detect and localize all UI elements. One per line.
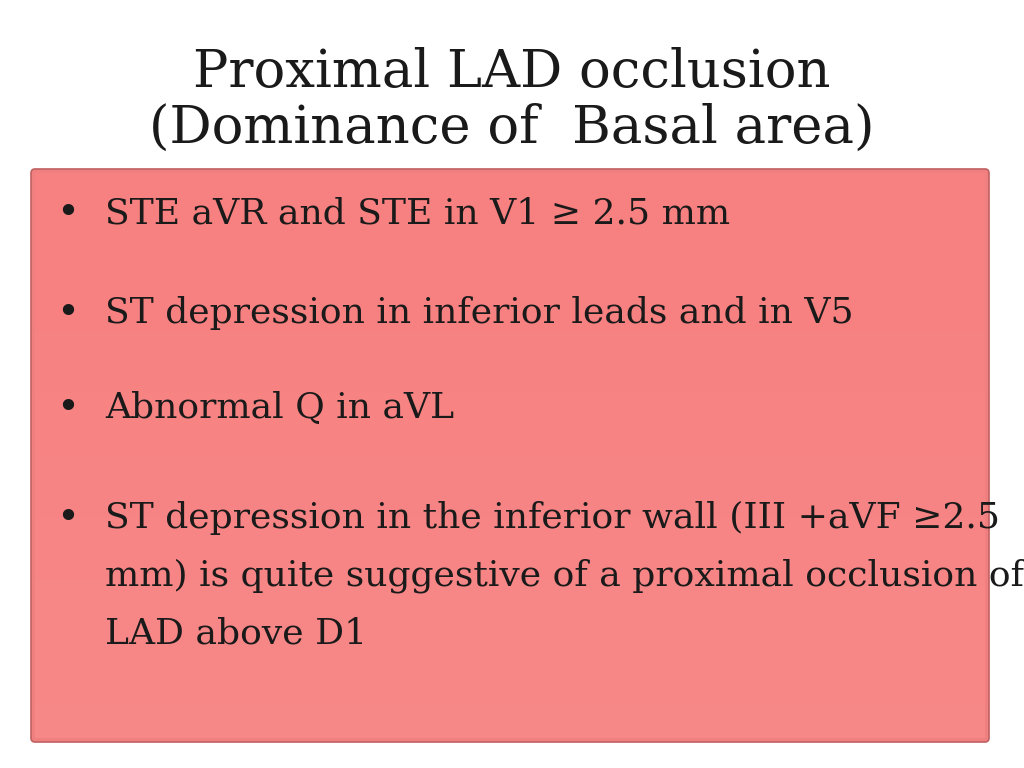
Text: ST depression in inferior leads and in V5: ST depression in inferior leads and in V…	[105, 296, 854, 330]
Text: (Dominance of  Basal area): (Dominance of Basal area)	[150, 102, 874, 154]
Text: Abnormal Q in aVL: Abnormal Q in aVL	[105, 391, 454, 425]
Text: LAD above D1: LAD above D1	[105, 617, 368, 651]
Text: STE aVR and STE in V1 ≥ 2.5 mm: STE aVR and STE in V1 ≥ 2.5 mm	[105, 196, 730, 230]
Text: •: •	[56, 194, 80, 232]
Text: •: •	[56, 294, 80, 332]
Text: Proximal LAD occlusion: Proximal LAD occlusion	[194, 48, 830, 98]
Text: •: •	[56, 389, 80, 427]
Text: •: •	[56, 499, 80, 537]
Text: mm) is quite suggestive of a proximal occlusion of: mm) is quite suggestive of a proximal oc…	[105, 558, 1024, 594]
FancyBboxPatch shape	[31, 169, 989, 742]
Text: ST depression in the inferior wall (III +aVF ≥2.5: ST depression in the inferior wall (III …	[105, 501, 1000, 535]
